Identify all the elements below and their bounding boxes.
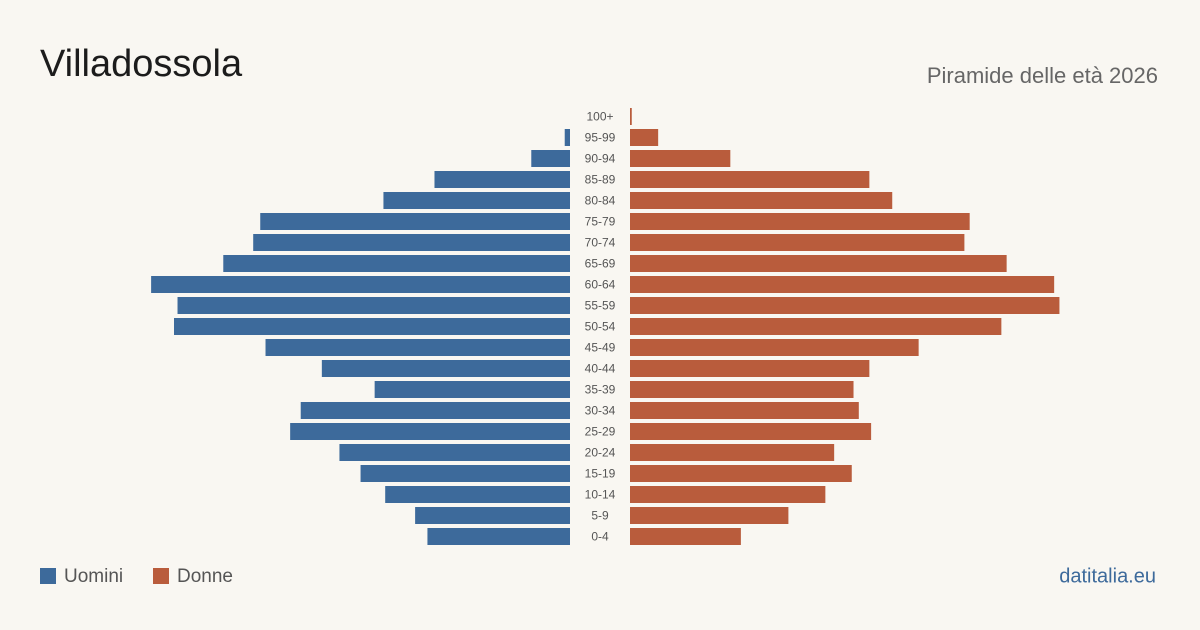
bar-women (630, 423, 872, 440)
chart-title: Villadossola (40, 43, 243, 85)
bar-men (339, 444, 570, 461)
bar-women (630, 213, 970, 230)
age-label: 10-14 (585, 488, 616, 502)
bar-men (174, 318, 570, 335)
legend-label: Uomini (64, 566, 123, 587)
bar-men (151, 276, 570, 293)
bar-women (630, 318, 1002, 335)
bar-men (427, 528, 570, 545)
bar-women (630, 171, 870, 188)
bar-men (531, 150, 570, 167)
bar-men (564, 129, 570, 146)
age-label: 95-99 (585, 131, 616, 145)
age-label: 30-34 (585, 404, 616, 418)
age-label: 60-64 (585, 278, 616, 292)
bar-men (383, 192, 570, 209)
age-label: 90-94 (585, 152, 616, 166)
bar-women (630, 108, 632, 125)
bar-men (223, 255, 570, 272)
age-label: 45-49 (585, 341, 616, 355)
bar-men (265, 339, 570, 356)
bar-men (434, 171, 570, 188)
age-label: 20-24 (585, 446, 616, 460)
bar-men (385, 486, 570, 503)
bar-women (630, 297, 1060, 314)
bar-men (290, 423, 570, 440)
chart-subtitle: Piramide delle età 2026 (927, 63, 1158, 88)
age-label: 40-44 (585, 362, 616, 376)
bar-men (415, 507, 570, 524)
bar-women (630, 486, 826, 503)
bar-men (374, 381, 570, 398)
bar-women (630, 402, 859, 419)
age-label: 55-59 (585, 299, 616, 313)
bar-women (630, 129, 659, 146)
bar-women (630, 465, 852, 482)
legend-swatch (153, 568, 169, 584)
legend-swatch (40, 568, 56, 584)
age-label: 80-84 (585, 194, 616, 208)
bar-men (300, 402, 570, 419)
bar-women (630, 381, 854, 398)
bar-women (630, 276, 1055, 293)
bar-men (360, 465, 570, 482)
age-label: 100+ (586, 110, 613, 124)
age-label: 25-29 (585, 425, 616, 439)
bar-women (630, 255, 1007, 272)
bar-women (630, 507, 789, 524)
bar-men (321, 360, 570, 377)
age-label: 5-9 (591, 509, 609, 523)
age-label: 70-74 (585, 236, 616, 250)
age-label: 35-39 (585, 383, 616, 397)
bar-women (630, 360, 870, 377)
age-label: 0-4 (591, 530, 609, 544)
bar-women (630, 192, 893, 209)
bar-women (630, 234, 965, 251)
age-label: 65-69 (585, 257, 616, 271)
age-label: 75-79 (585, 215, 616, 229)
bar-women (630, 528, 741, 545)
bar-women (630, 150, 731, 167)
bar-men (253, 234, 570, 251)
bar-men (177, 297, 570, 314)
source: datitalia.eu (1059, 565, 1156, 587)
bar-women (630, 444, 835, 461)
bar-women (630, 339, 919, 356)
age-label: 50-54 (585, 320, 616, 334)
legend-label: Donne (177, 566, 233, 587)
bar-men (260, 213, 570, 230)
age-label: 85-89 (585, 173, 616, 187)
age-label: 15-19 (585, 467, 616, 481)
